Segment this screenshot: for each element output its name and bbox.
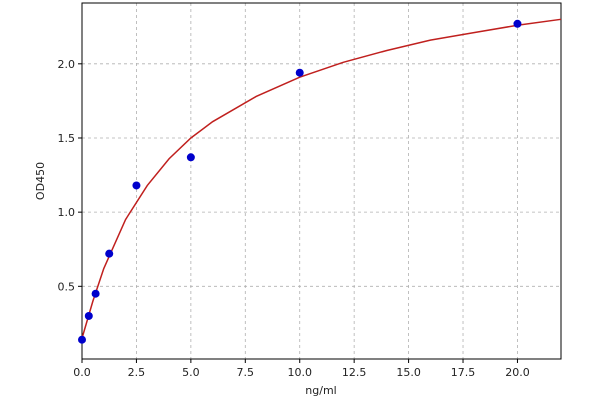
x-tick-label: 0.0 xyxy=(73,366,91,379)
y-tick-label: 1.5 xyxy=(58,132,76,145)
data-point xyxy=(132,181,141,190)
x-tick-label: 10.0 xyxy=(287,366,312,379)
data-point xyxy=(105,249,114,258)
x-axis-label: ng/ml xyxy=(305,384,336,397)
data-point xyxy=(84,311,93,320)
fit-curve xyxy=(81,18,562,339)
data-point xyxy=(78,335,86,344)
plot-frame xyxy=(81,2,562,360)
y-tick-label: 0.5 xyxy=(58,280,76,293)
x-tick-label: 15.0 xyxy=(396,366,421,379)
x-tick-label: 20.0 xyxy=(505,366,530,379)
x-tick-label: 2.5 xyxy=(128,366,146,379)
y-axis-label: OD450 xyxy=(34,162,47,200)
data-point xyxy=(91,289,100,298)
data-point xyxy=(295,68,304,77)
x-tick-label: 17.5 xyxy=(451,366,476,379)
data-point xyxy=(186,153,195,162)
y-tick-label: 1.0 xyxy=(58,206,76,219)
data-point xyxy=(513,19,522,28)
x-tick-label: 5.0 xyxy=(182,366,200,379)
x-tick-label: 12.5 xyxy=(342,366,367,379)
x-tick-label: 7.5 xyxy=(237,366,255,379)
y-tick-label: 2.0 xyxy=(58,58,76,71)
